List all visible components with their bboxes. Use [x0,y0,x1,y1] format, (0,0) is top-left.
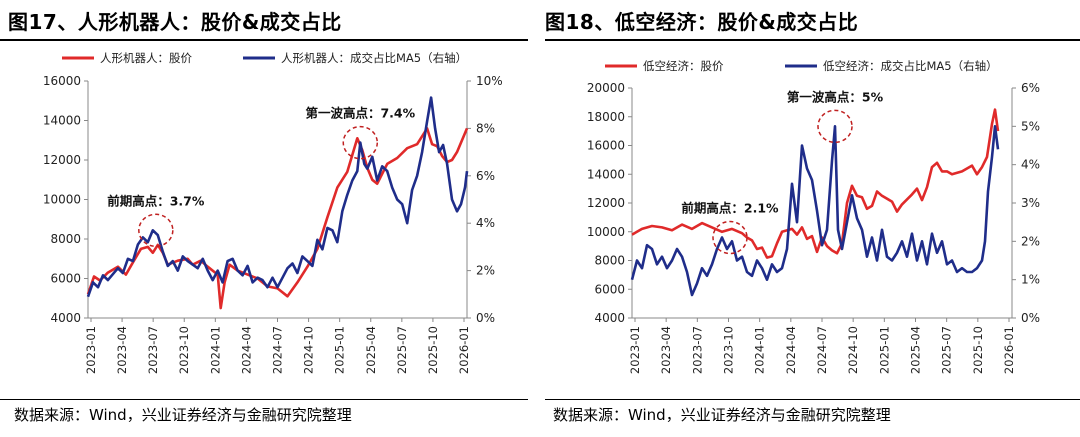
right-tick-label: 2% [1021,234,1040,248]
left-tick-label: 4000 [594,311,625,325]
x-tick-label: 2025-01 [333,326,347,374]
x-tick-label: 2024-07 [815,326,829,374]
x-tick-label: 2025-10 [971,326,985,374]
left-tick-label: 6000 [50,272,81,286]
annotation-label: 前期高点：2.1% [681,201,779,216]
annotation-label: 第一波高点：7.4% [305,106,415,121]
x-tick-label: 2023-04 [115,326,129,374]
left-tick-label: 6000 [594,282,625,296]
ratio-series-line [86,96,469,298]
x-tick-label: 2024-10 [302,326,316,374]
x-tick-label: 2023-10 [722,326,736,374]
annotation-circle [138,213,174,248]
fig18-chart: 4000 6000 8000 10000 12000 14000 16000 18000 200… [587,59,1040,374]
x-tick-label: 2025-07 [940,326,954,374]
legend-label: 人形机器人：股价 [100,51,192,65]
left-tick-label: 18000 [587,110,625,124]
x-tick-label: 2023-07 [146,326,160,374]
right-tick-label: 0% [1021,311,1040,325]
x-tick-label: 2025-04 [909,326,923,374]
right-tick-label: 4% [1021,158,1040,172]
fig17-title-rule [0,39,528,41]
left-tick-label: 12000 [43,153,81,167]
right-tick-label: 6% [476,169,495,183]
left-tick-label: 10000 [43,193,81,207]
left-tick-label: 16000 [587,139,625,153]
x-tick-label: 2025-01 [877,326,891,374]
x-tick-label: 2024-01 [753,326,767,374]
fig18-source: 数据来源：Wind，兴业证券经济与金融研究院整理 [553,406,891,424]
price-series-line [631,108,1000,259]
legend-label: 人形机器人：成交占比MA5（右轴） [281,51,467,65]
fig18-source-rule [545,399,1080,400]
right-tick-label: 6% [1021,81,1040,95]
fig17-title: 图17、人形机器人：股价&成交占比 [8,10,342,34]
left-tick-label: 20000 [587,81,625,95]
x-tick-label: 2025-10 [426,326,440,374]
legend-label: 低空经济：股价 [643,59,724,73]
x-tick-label: 2023-01 [628,326,642,374]
right-tick-label: 1% [1021,273,1040,287]
left-tick-label: 12000 [587,196,625,210]
fig17-chart: 4000 6000 8000 10000 12000 14000 16000 0% 2% 4% 6%… [43,51,503,374]
right-tick-label: 0% [476,311,495,325]
left-tick-label: 8000 [50,232,81,246]
fig18-title-rule [545,39,1080,41]
x-tick-label: 2025-04 [364,326,378,374]
x-tick-label: 2023-01 [84,326,98,374]
right-tick-label: 3% [1021,196,1040,210]
x-tick-label: 2024-04 [784,326,798,374]
right-tick-label: 4% [476,216,495,230]
x-tick-label: 2024-01 [208,326,222,374]
fig17-source-rule [0,399,528,400]
fig18-title: 图18、低空经济：股价&成交占比 [545,10,859,34]
annotation-label: 前期高点：3.7% [107,193,205,208]
x-tick-label: 2023-07 [690,326,704,374]
x-tick-label: 2024-07 [271,326,285,374]
left-tick-label: 14000 [43,114,81,128]
x-tick-label: 2025-07 [395,326,409,374]
left-tick-label: 4000 [50,311,81,325]
x-tick-label: 2024-10 [846,326,860,374]
left-tick-label: 8000 [594,254,625,268]
x-tick-label: 2023-04 [659,326,673,374]
left-tick-label: 16000 [43,74,81,88]
right-tick-label: 2% [476,264,495,278]
legend-label: 低空经济：成交占比MA5（右轴） [823,59,998,73]
x-tick-label: 2026-01 [1002,326,1016,374]
ratio-series-line [630,125,1000,297]
x-tick-label: 2026-01 [457,326,471,374]
left-tick-label: 10000 [587,225,625,239]
fig17-source: 数据来源：Wind，兴业证券经济与金融研究院整理 [14,406,352,424]
right-tick-label: 5% [1021,119,1040,133]
annotation-circle [712,220,748,255]
annotation-label: 第一波高点：5% [787,89,884,104]
x-tick-label: 2024-04 [239,326,253,374]
annotation-circle [817,109,853,144]
left-tick-label: 14000 [587,167,625,181]
right-tick-label: 10% [476,74,503,88]
x-tick-label: 2023-10 [177,326,191,374]
right-tick-label: 8% [476,121,495,135]
